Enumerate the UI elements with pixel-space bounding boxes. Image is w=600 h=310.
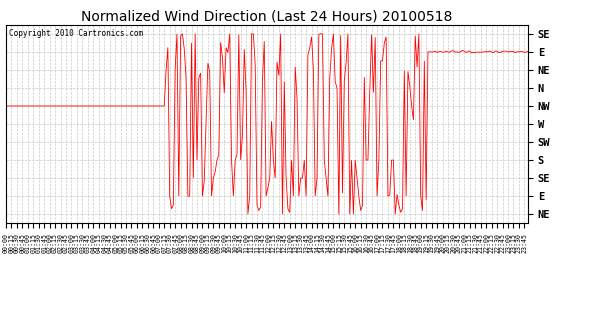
Title: Normalized Wind Direction (Last 24 Hours) 20100518: Normalized Wind Direction (Last 24 Hours… [82, 10, 452, 24]
Text: Copyright 2010 Cartronics.com: Copyright 2010 Cartronics.com [8, 29, 143, 38]
